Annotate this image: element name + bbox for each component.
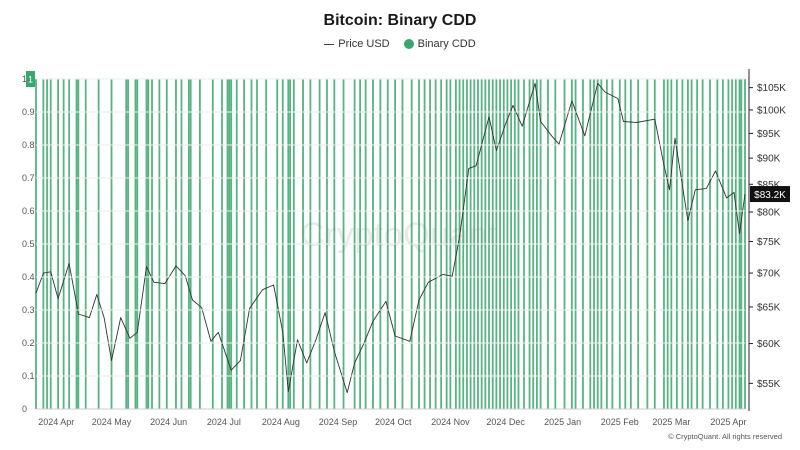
legend-dot-swatch (403, 39, 414, 49)
left-tick-label: 0.4 (22, 272, 35, 282)
x-tick-label: 2024 Oct (375, 417, 412, 427)
x-tick-label: 2024 Jul (207, 417, 241, 427)
legend-item-cdd[interactable]: Binary CDD (403, 38, 476, 50)
legend-item-price[interactable]: Price USD (324, 38, 390, 50)
x-tick-label: 2024 Dec (486, 417, 525, 427)
chart-legend: Price USD Binary CDD (0, 38, 800, 50)
price-line (35, 82, 746, 394)
watermark: CryptoQuant (300, 216, 499, 254)
right-tick-label: $105K (757, 83, 786, 94)
x-tick-label: 2024 May (92, 417, 132, 427)
last-binary-label: 1 (28, 75, 33, 85)
price-line-layer (35, 82, 746, 394)
x-tick-label: 2025 Jan (544, 417, 581, 427)
legend-label-cdd: Binary CDD (417, 38, 476, 50)
legend-label-price: Price USD (338, 38, 390, 50)
right-tick-label: $60K (757, 339, 781, 350)
right-tick-label: $95K (757, 129, 781, 140)
x-tick-label: 2024 Nov (431, 417, 470, 427)
last-binary-badge (26, 71, 35, 87)
x-tick-label: 2024 Sep (319, 417, 358, 427)
axes: 0 0.1 0.2 0.3 0.4 0.5 0.6 0.7 0.8 0.9 1 2024 Apr 202… (22, 69, 790, 427)
legend-line-swatch (324, 43, 335, 45)
chart-title: Bitcoin: Binary CDD (323, 12, 477, 29)
right-tick-label: $65K (757, 302, 781, 313)
left-tick-label: 0.3 (22, 305, 35, 315)
left-tick-label: 0.9 (22, 107, 35, 117)
right-tick-label: $55K (757, 379, 781, 390)
x-tick-label: 2024 Apr (38, 417, 74, 427)
x-tick-label: 2024 Jun (150, 417, 187, 427)
left-tick-label: 0.8 (22, 140, 35, 150)
right-tick-label: $80K (757, 207, 781, 218)
right-tick-label: $90K (757, 154, 781, 165)
last-price-badge (750, 186, 790, 203)
last-price-label: $83.2K (754, 190, 786, 201)
left-tick-label: 0.5 (22, 239, 35, 249)
right-tick-label: $85K (757, 180, 781, 191)
right-tick-label: $70K (757, 269, 781, 280)
x-tick-label: 2025 Feb (601, 417, 639, 427)
left-tick-label: 0.6 (22, 206, 35, 216)
left-tick-label: 1 (22, 74, 27, 84)
right-tick-label: $100K (757, 105, 786, 116)
left-tick-label: 0.2 (22, 338, 35, 348)
x-tick-label: 2025 Apr (710, 417, 746, 427)
left-tick-label: 0.1 (22, 371, 35, 381)
copyright-text: © CryptoQuant. All rights reserved (668, 432, 782, 441)
left-tick-label: 0 (22, 404, 27, 414)
right-tick-label: $75K (757, 237, 781, 248)
x-tick-label: 2025 Mar (652, 417, 690, 427)
x-tick-label: 2024 Aug (262, 417, 300, 427)
left-tick-label: 0.7 (22, 173, 35, 183)
